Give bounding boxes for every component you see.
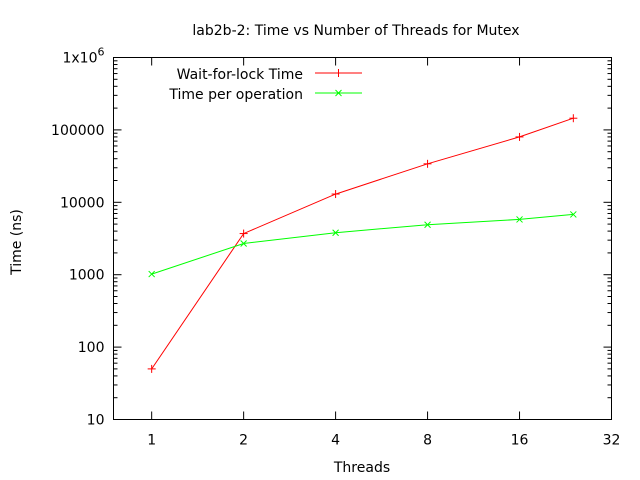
y-tick-label: 100000 [51,123,104,139]
x-axis-ticks: 1 2 4 8 16 32 [147,57,621,449]
data-point [515,132,524,141]
x-axis-label: Threads [333,460,390,476]
plot-frame [113,57,612,420]
legend-point [334,69,343,77]
y-tick-label: 100 [78,340,105,356]
x-tick-label: 8 [423,433,432,449]
y-tick-label: 10 [87,413,105,429]
series-line-0 [151,117,574,370]
chart-title: lab2b-2: Time vs Number of Threads for M… [192,23,519,39]
legend-marker-time-per-operation [335,89,342,97]
series-line-1 [151,213,574,275]
data-point [569,211,577,218]
y-axis-label: Time (ns) [9,209,25,276]
data-point [240,240,247,247]
data-point [332,229,339,237]
x-tick-label: 2 [239,433,248,449]
legend-label-time-per-operation: Time per operation [168,87,303,103]
legend-point [335,89,342,97]
series-layer [147,114,578,373]
x-tick-label: 4 [331,433,340,449]
data-point [331,190,340,199]
y-tick-label: 1000 [69,268,105,284]
legend: Wait-for-lock Time Time per operation [168,67,362,103]
data-point [148,270,156,278]
data-point [147,364,156,373]
data-point [423,159,432,168]
legend-marker-wait-for-lock [334,69,343,77]
x-tick-label: 32 [603,433,621,449]
data-point [569,114,578,123]
x-tick-label: 16 [511,433,529,449]
y-tick-label: 10000 [60,195,105,211]
x-tick-label: 1 [147,433,156,449]
data-point [424,221,431,229]
y-tick-label: 1x106 [62,46,104,67]
legend-label-wait-for-lock: Wait-for-lock Time [177,67,303,83]
data-point [239,229,248,238]
y-axis-ticks: 10 100 1000 10000 100000 1x106 [51,46,612,429]
data-point [516,216,523,223]
